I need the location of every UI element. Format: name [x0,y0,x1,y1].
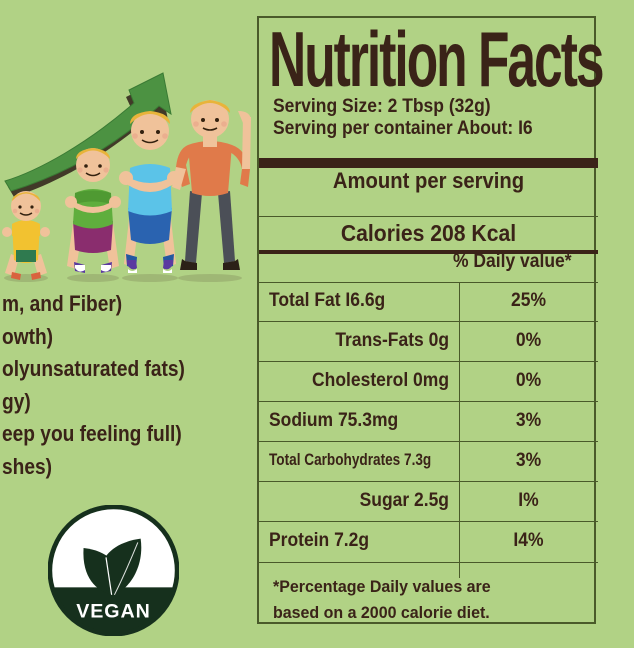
svg-text:VEGAN: VEGAN [76,600,151,622]
